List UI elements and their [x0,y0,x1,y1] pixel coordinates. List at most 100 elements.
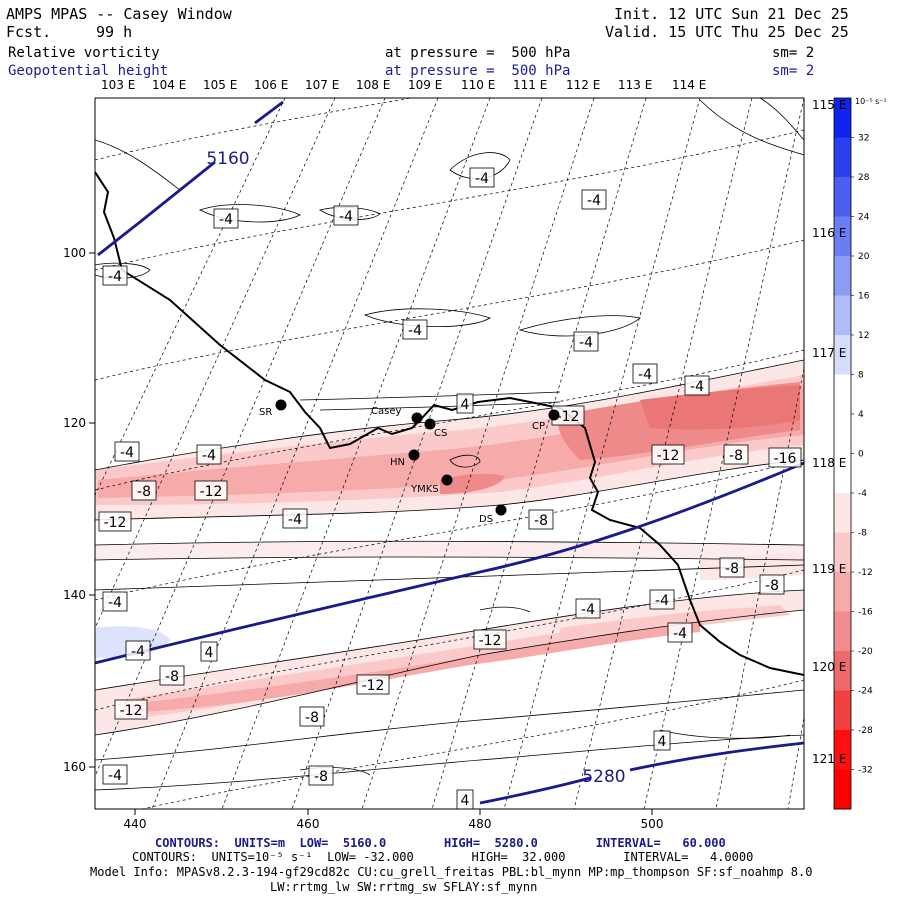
top-longitude-label: 114 E [672,78,707,92]
vorticity-label: -8 [719,557,745,578]
vorticity-label: -8 [723,444,749,465]
svg-text:-4: -4 [581,602,595,618]
station-marker: DS [479,504,507,525]
colorbar-level: 24 [858,213,870,223]
station-marker: SR [259,399,287,418]
colorbar-level: 12 [858,331,869,341]
y-tick-label: 120 [63,416,86,430]
y-tick-label: 160 [63,760,86,774]
vorticity-label: -4 [402,319,428,340]
vorticity-label: -16 [768,447,802,468]
station-markers: SR Casey CS CP HN YMKS DS [259,399,560,525]
svg-text:4: 4 [205,645,214,661]
vorticity-label: -4 [125,640,151,661]
colorbar: 32 28 24 20 16 12 8 4 0 -4 -8 -12 -16 -20 -24 -28 -32 10⁻… [833,97,887,810]
colorbar-level: -16 [858,608,873,618]
right-longitude-label: 120 E [812,660,847,674]
right-longitude-label: 118 E [812,456,847,470]
height-label: 5160 [206,149,249,169]
vorticity-label: -4 [573,331,599,352]
model-info: Model Info: MPASv8.2.3-194-gf29cd82c CU:… [90,865,813,879]
vorticity-label: -4 [213,208,239,229]
forecast-hours: 99 h [96,23,133,41]
vorticity-label: -4 [102,265,128,286]
smoothing-height: sm= 2 [772,63,815,79]
vorticity-label: -8 [159,665,185,686]
svg-text:4: 4 [461,793,470,809]
y-axis-ticks: 100 120 140 160 [63,246,95,774]
field-name-height: Geopotential height [8,63,169,79]
vorticity-label: 4 [653,730,671,751]
x-tick-label: 500 [641,817,664,831]
vorticity-label: -4 [581,189,607,210]
top-longitude-label: 113 E [618,78,653,92]
forecast-label: Fcst. [6,23,52,41]
init-time: Init. 12 UTC Sun 21 Dec 25 [614,5,849,23]
svg-text:-4: -4 [638,367,652,383]
top-longitude-label: 104 E [152,78,187,92]
right-longitude-label: 115 E [812,98,847,112]
station-marker: CP [532,409,560,432]
svg-text:-4: -4 [475,171,489,187]
svg-text:-4: -4 [579,335,593,351]
valid-time: Valid. 15 UTC Thu 25 Dec 25 [605,23,849,41]
svg-text:-8: -8 [137,484,151,500]
top-longitude-label: 108 E [356,78,391,92]
vorticity-contour-info: CONTOURS: UNITS=10⁻⁵ s⁻¹ LOW= -32.000 HI… [132,850,754,864]
top-longitude-label: 107 E [305,78,340,92]
vorticity-label: -4 [102,764,128,785]
svg-text:Casey: Casey [371,406,401,417]
colorbar-level: 32 [858,134,869,144]
x-tick-label: 480 [469,817,492,831]
pressure-level-height: at pressure = 500 hPa [385,63,571,79]
svg-text:-12: -12 [557,409,580,425]
svg-text:-8: -8 [534,513,548,529]
vorticity-label: -12 [194,480,228,501]
svg-text:-4: -4 [219,212,233,228]
svg-text:-8: -8 [725,561,739,577]
svg-text:CP: CP [532,421,545,432]
svg-text:-8: -8 [729,448,743,464]
vorticity-label: -12 [356,674,390,695]
svg-text:DS: DS [479,514,493,525]
model-info-physics: LW:rrtmg_lw SW:rrtmg_sw SFLAY:sf_mynn [270,880,538,894]
vorticity-label: -8 [308,765,334,786]
vorticity-label: -4 [114,441,140,462]
pressure-level-vorticity: at pressure = 500 hPa [385,45,571,61]
right-longitude-label: 116 E [812,226,847,240]
svg-text:-4: -4 [339,209,353,225]
top-longitude-label: 112 E [566,78,601,92]
vorticity-label: -4 [196,444,222,465]
vorticity-label: 4 [200,641,218,662]
vorticity-label: -4 [282,508,308,529]
top-longitude-label: 105 E [203,78,238,92]
svg-text:-8: -8 [305,710,319,726]
svg-text:SR: SR [259,407,272,418]
vorticity-labels: -4 -4 -4 -4 -4 -4 -4 -4 4 -4 -4 -12 -4 -8 -12 -12 -8 -16 -… [98,167,802,810]
vorticity-label: -12 [473,629,507,650]
colorbar-level: 0 [858,450,864,460]
vorticity-label: -8 [528,509,554,530]
colorbar-level: 20 [858,252,870,262]
svg-text:-4: -4 [288,512,302,528]
smoothing-vorticity: sm= 2 [772,45,815,61]
height-label: 5280 [582,767,625,787]
svg-text:-4: -4 [108,595,122,611]
svg-text:-12: -12 [657,448,680,464]
vorticity-label: -4 [575,598,601,619]
vorticity-label: -4 [684,375,710,396]
plot-title: AMPS MPAS -- Casey Window [6,5,232,23]
vorticity-label: 4 [456,393,474,414]
x-tick-label: 460 [297,817,320,831]
svg-text:4: 4 [658,734,667,750]
y-tick-label: 100 [63,246,86,260]
colorbar-level: -24 [858,687,873,697]
y-tick-label: 140 [63,588,86,602]
vorticity-label: -12 [651,444,685,465]
right-longitude-label: 117 E [812,346,847,360]
svg-text:-4: -4 [408,323,422,339]
height-labels: 5160 5280 [206,149,625,787]
svg-text:-4: -4 [587,193,601,209]
field-name-vorticity: Relative vorticity [8,45,160,61]
svg-text:-8: -8 [314,769,328,785]
